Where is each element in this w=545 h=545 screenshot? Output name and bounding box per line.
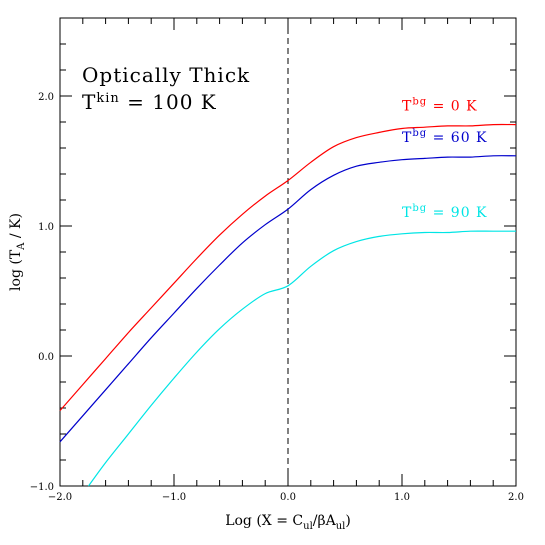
title-line-2: Tkin = 100 K: [82, 90, 217, 114]
series-tbg-0k-label: Tbg = 0 K: [402, 97, 478, 115]
y-tick-label: 1.0: [38, 222, 54, 233]
title-t: T: [82, 90, 96, 114]
y-tick-label: −1.0: [30, 482, 54, 493]
title-t-rest: = 100 K: [120, 90, 217, 114]
series-tbg-90k-line: [89, 231, 517, 486]
series-tbg-60k-label: Tbg = 60 K: [402, 128, 488, 146]
x-tick-label: 2.0: [508, 492, 524, 503]
y-axis-title: log (TA / K): [8, 213, 27, 291]
title-line-1: Optically Thick: [82, 63, 250, 87]
x-tick-label: −1.0: [162, 492, 186, 503]
x-tick-label: 0.0: [280, 492, 296, 503]
x-tick-label: 1.0: [394, 492, 410, 503]
title-t-sup: kin: [96, 91, 119, 106]
tick-labels: −2.0 −1.0 0.0 1.0 2.0−1.00.01.02.0: [30, 92, 524, 503]
x-axis-title: Log (X = Cul/βAul): [225, 513, 351, 532]
y-tick-label: 0.0: [38, 352, 54, 363]
series-tbg-90k-label: Tbg = 90 K: [402, 203, 488, 221]
y-tick-label: 2.0: [38, 92, 54, 103]
x-tick-label: −2.0: [48, 492, 72, 503]
series-tbg-0k-line: [60, 125, 516, 411]
chart-title: Optically Thick Tkin = 100 K: [82, 63, 250, 114]
